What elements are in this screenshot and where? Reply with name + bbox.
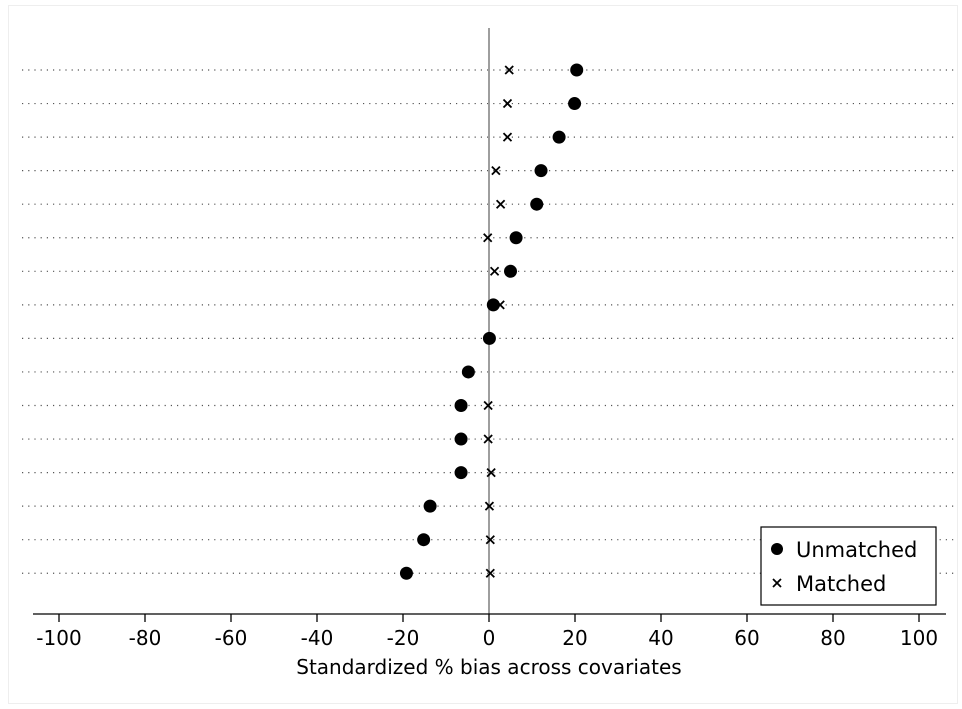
unmatched-point-1: [570, 63, 584, 77]
matched-point-1: [504, 65, 514, 75]
matched-point-3: [502, 132, 513, 142]
x-tick-label-60: 60: [734, 626, 759, 650]
unmatched-point-10: [461, 365, 475, 379]
x-tick-label-100: 100: [900, 626, 938, 650]
matched-point-14: [484, 501, 495, 511]
x-tick-label-0: 0: [483, 626, 496, 650]
legend-box: [760, 526, 937, 606]
unmatched-point-13: [454, 466, 468, 480]
x-tick-label--60: -60: [215, 626, 248, 650]
unmatched-point-16: [399, 566, 413, 580]
legend-matched-marker: [772, 578, 782, 588]
matched-point-15: [485, 535, 495, 545]
unmatched-point-5: [530, 197, 544, 211]
matched-point-8: [495, 300, 505, 310]
unmatched-point-14: [423, 499, 437, 513]
unmatched-point-9: [482, 331, 496, 345]
unmatched-point-2: [568, 97, 582, 111]
x-tick-label-20: 20: [562, 626, 587, 650]
unmatched-point-3: [552, 130, 566, 144]
x-tick-label-40: 40: [648, 626, 673, 650]
unmatched-point-7: [504, 264, 517, 278]
x-tick-label--20: -20: [387, 626, 420, 650]
x-tick-label-80: 80: [820, 626, 845, 650]
gridlines: [22, 69, 958, 574]
matched-point-16: [485, 568, 495, 578]
unmatched-point-4: [534, 164, 548, 178]
matched-point-2: [502, 98, 513, 109]
unmatched-point-11: [454, 399, 468, 412]
legend-matched-label: Matched: [796, 572, 886, 596]
matched-point-5: [495, 199, 506, 209]
matched-point-7: [489, 266, 500, 276]
matched-point-4: [491, 166, 501, 176]
x-tick-label--80: -80: [129, 626, 162, 650]
legend-unmatched-label: Unmatched: [796, 538, 917, 562]
unmatched-point-6: [509, 231, 523, 245]
x-axis-ticks: -100 -80 -60 -40 -20 0 20 40 60 80 100: [36, 614, 938, 650]
unmatched-point-15: [417, 533, 431, 547]
x-tick-label--40: -40: [301, 626, 334, 650]
matched-point-13: [486, 467, 496, 478]
data-points: [399, 63, 584, 580]
matched-point-11: [483, 400, 493, 411]
x-tick-label--100: -100: [36, 626, 81, 650]
matched-point-12: [483, 434, 493, 444]
chart-frame: [8, 5, 958, 704]
x-axis-label: Standardized % bias across covariates: [296, 655, 681, 679]
legend-unmatched-marker: [771, 543, 783, 555]
unmatched-point-12: [454, 432, 468, 446]
matched-point-6: [483, 233, 493, 243]
unmatched-point-8: [486, 298, 500, 312]
legend: Unmatched Matched: [760, 526, 937, 606]
